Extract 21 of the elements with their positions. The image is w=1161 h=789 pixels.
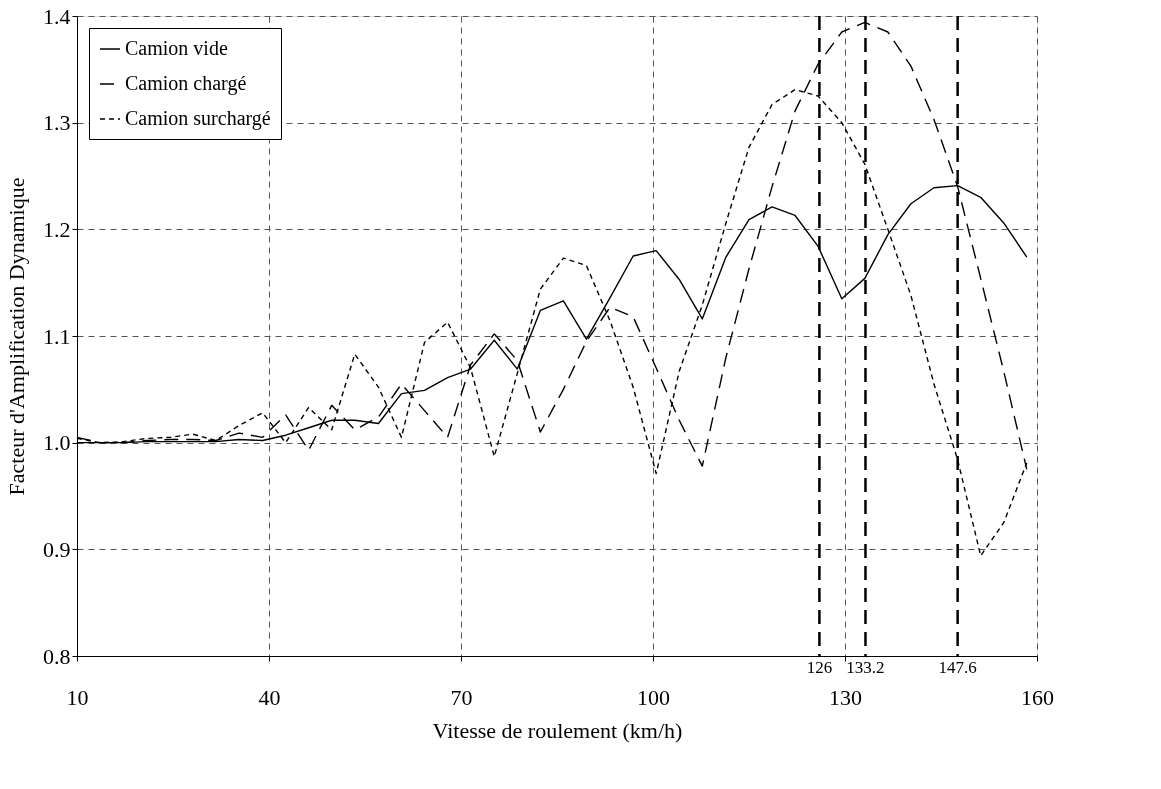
legend-label: Camion chargé (125, 72, 247, 95)
x-tick-label: 130 (829, 684, 862, 710)
y-tick-label: 1.0 (43, 430, 71, 456)
x-tick-label: 100 (637, 684, 670, 710)
ref-line-label: 133.2 (846, 658, 885, 677)
y-tick-label: 1.3 (43, 110, 71, 136)
y-tick-label: 1.1 (43, 323, 71, 349)
ref-line-label: 147.6 (938, 658, 977, 677)
legend-label: Camion vide (125, 37, 228, 59)
x-axis-title: Vitesse de roulement (km/h) (432, 717, 683, 743)
x-tick-label: 160 (1021, 684, 1054, 710)
ref-line-label: 126 (806, 658, 833, 677)
y-tick-label: 1.4 (43, 3, 71, 29)
legend-label: Camion surchargé (125, 107, 271, 130)
x-tick-label: 40 (258, 684, 281, 710)
x-tick-label: 10 (66, 684, 89, 710)
y-tick-label: 1.2 (43, 216, 71, 242)
y-axis-title: Facteur d'Amplification Dynamique (4, 177, 29, 496)
y-tick-label: 0.9 (43, 536, 71, 562)
y-tick-label: 0.8 (43, 643, 71, 669)
x-tick-label: 70 (450, 684, 473, 710)
